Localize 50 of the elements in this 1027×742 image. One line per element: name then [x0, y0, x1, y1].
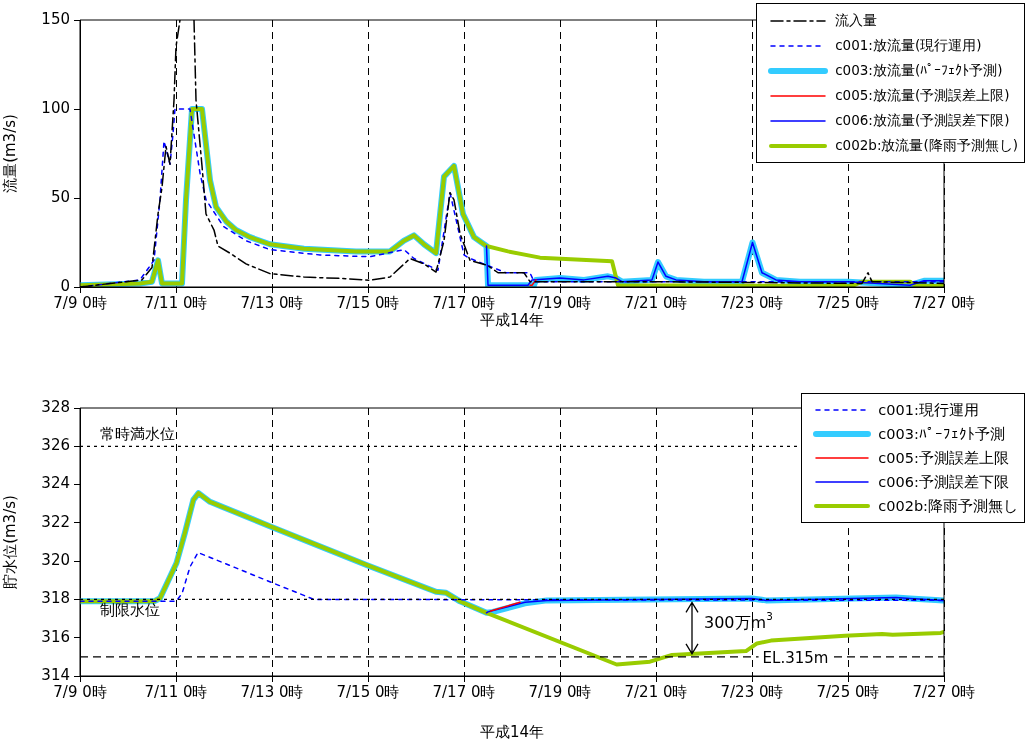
legend-label: c002b:放流量(降雨予測無し): [835, 136, 1018, 155]
x-tick-label: 7/9 0時: [53, 682, 107, 701]
x-tick-label: 7/19 0時: [528, 293, 592, 312]
x-tick-label: 7/21 0時: [624, 293, 688, 312]
y-tick-label: 326: [41, 436, 70, 455]
x-tick-label: 7/11 0時: [144, 293, 208, 312]
ref-line-label: EL.315m: [762, 648, 829, 667]
x-tick-label: 7/9 0時: [53, 293, 107, 312]
x-tick-label: 7/25 0時: [816, 682, 880, 701]
legend-label: c001:放流量(現行運用): [835, 36, 982, 55]
x-tick-label: 7/15 0時: [336, 682, 400, 701]
x-tick-label: 7/19 0時: [528, 682, 592, 701]
y-tick-label: 316: [41, 627, 70, 646]
legend-label: 流入量: [835, 11, 878, 30]
ref-line-label: 常時満水位: [100, 425, 175, 444]
x-tick-label: 7/27 0時: [912, 682, 976, 701]
x-tick-label: 7/17 0時: [432, 682, 496, 701]
legend-label: c005:放流量(予測誤差上限): [835, 86, 1010, 105]
x-tick-label: 7/17 0時: [432, 293, 496, 312]
x-tick-label: 7/21 0時: [624, 682, 688, 701]
legend-label: c001:現行運用: [878, 400, 979, 420]
x-tick-label: 7/25 0時: [816, 293, 880, 312]
y-tick-label: 150: [41, 9, 70, 28]
legend-label: c002b:降雨予測無し: [878, 496, 1018, 516]
y-axis-title: 流量(m3/s): [0, 114, 19, 193]
y-tick-label: 50: [50, 187, 70, 206]
y-axis-title: 貯水位(m3/s): [0, 495, 19, 589]
legend-label: c005:予測誤差上限: [878, 448, 1009, 468]
y-tick-label: 314: [41, 665, 70, 684]
y-tick-label: 320: [41, 551, 70, 570]
legend-label: c006:予測誤差下限: [878, 472, 1009, 492]
y-tick-label: 100: [41, 98, 70, 117]
y-tick-label: 322: [41, 512, 70, 531]
x-axis-title: 平成14年: [479, 722, 545, 741]
x-tick-label: 7/27 0時: [912, 293, 976, 312]
legend-label: c003:ﾊﾟｰﾌｪｸﾄ予測: [878, 424, 1005, 444]
x-tick-label: 7/13 0時: [240, 682, 304, 701]
legend-label: c006:放流量(予測誤差下限): [835, 111, 1010, 130]
ref-line-label: 制限水位: [100, 601, 160, 620]
x-axis-title: 平成14年: [479, 310, 545, 329]
x-tick-label: 7/13 0時: [240, 293, 304, 312]
x-tick-label: 7/23 0時: [720, 682, 784, 701]
y-tick-label: 328: [41, 397, 70, 416]
y-tick-label: 0: [60, 276, 70, 295]
x-tick-label: 7/23 0時: [720, 293, 784, 312]
x-tick-label: 7/11 0時: [144, 682, 208, 701]
legend-label: c003:放流量(ﾊﾟｰﾌｪｸﾄ予測): [835, 61, 1003, 80]
x-tick-label: 7/15 0時: [336, 293, 400, 312]
y-tick-label: 318: [41, 589, 70, 608]
y-tick-label: 324: [41, 474, 70, 493]
